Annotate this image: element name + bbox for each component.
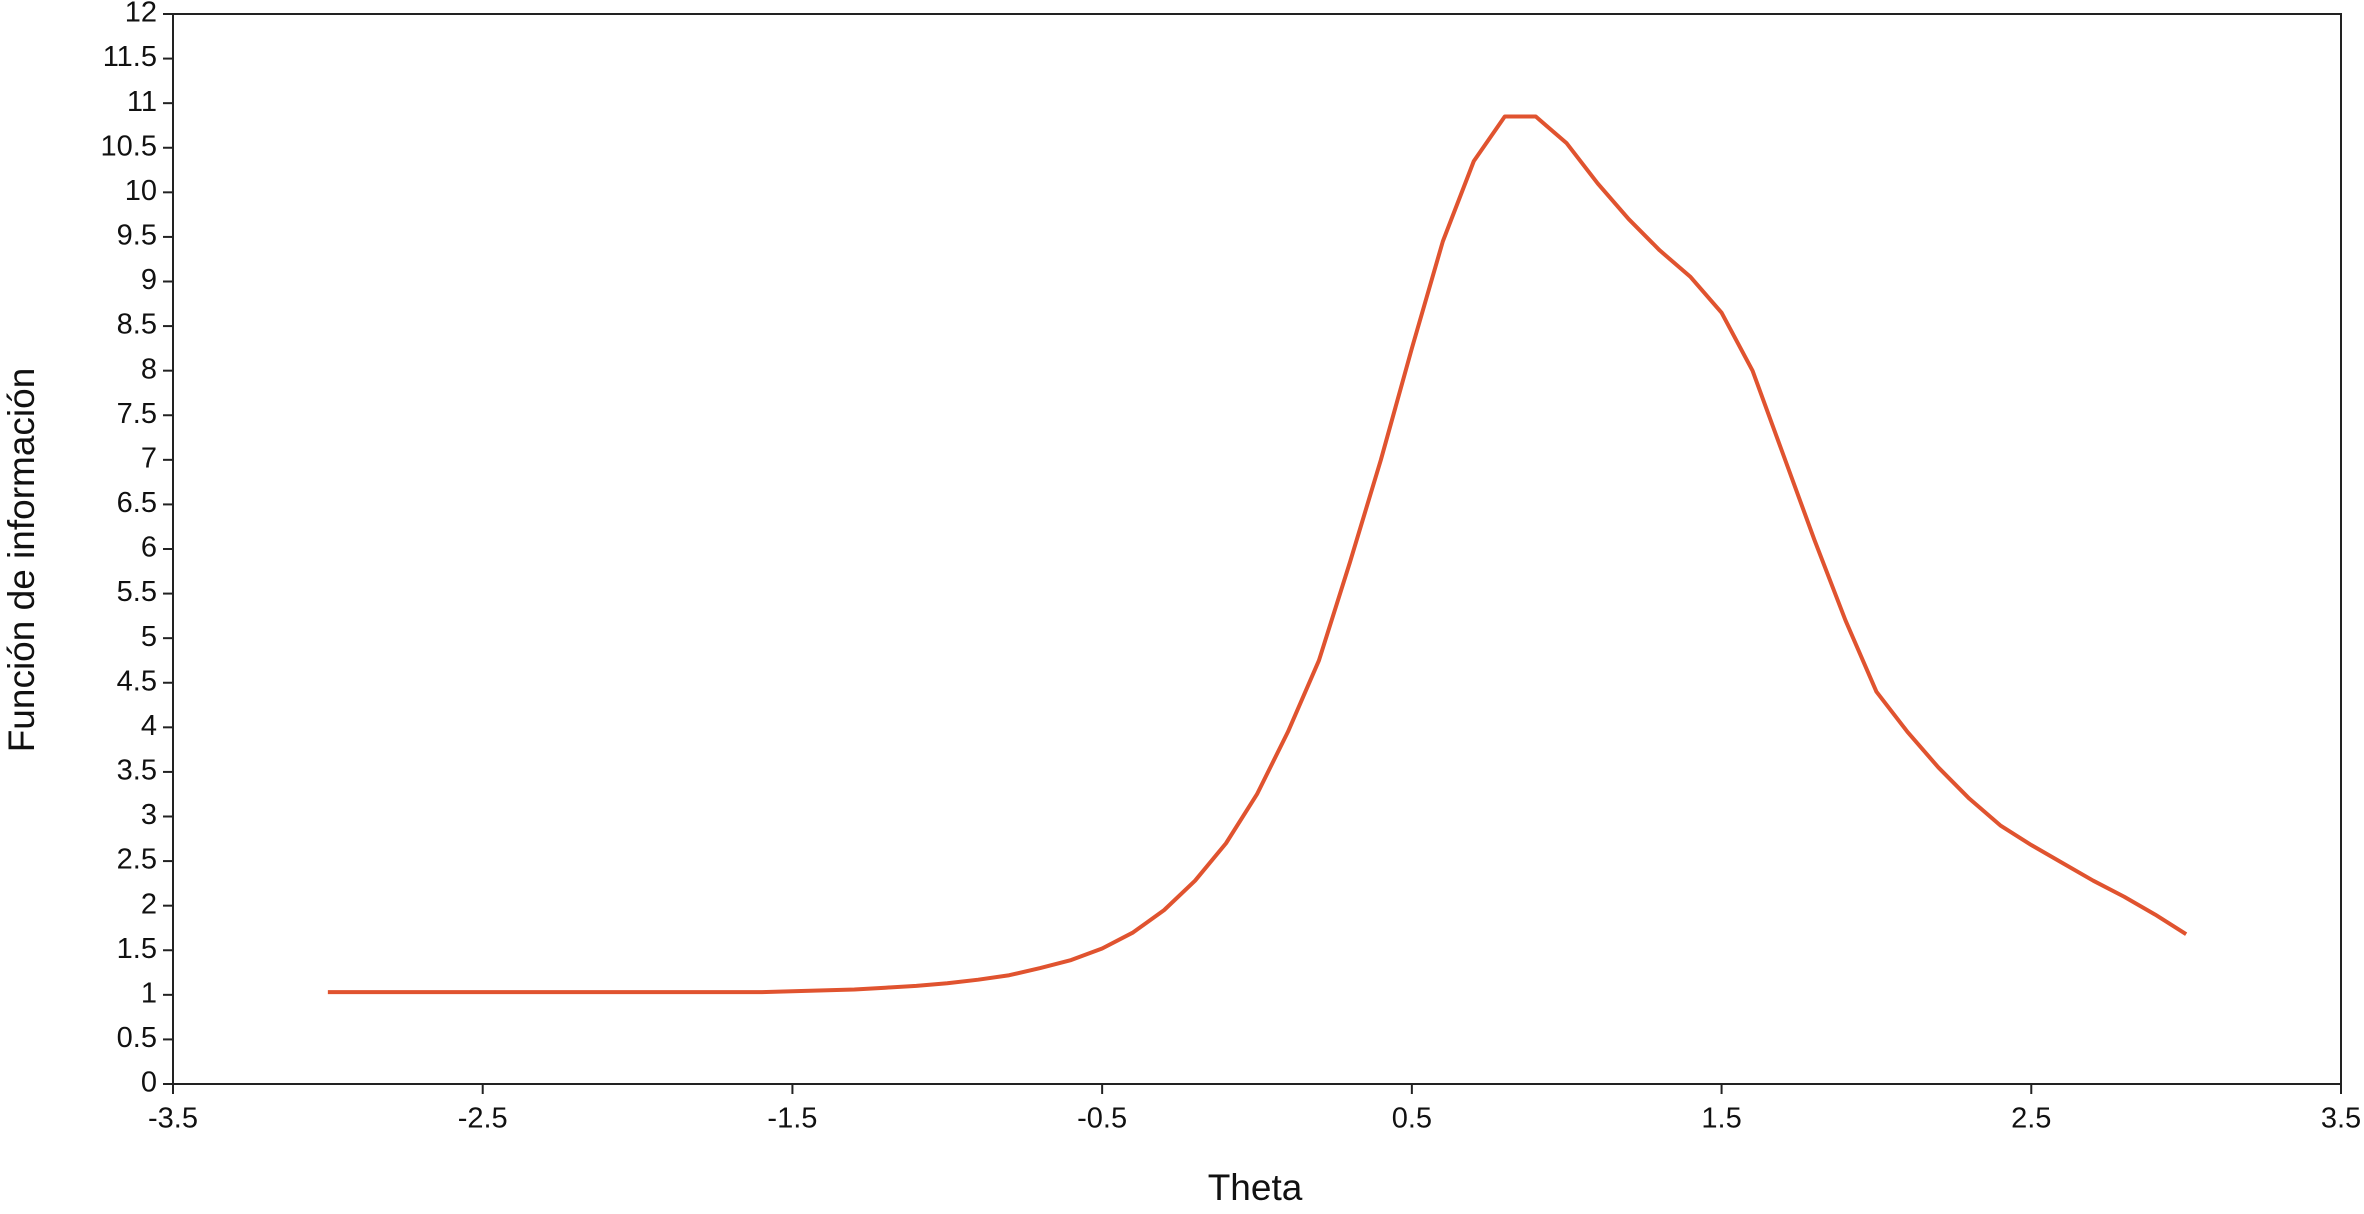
y-tick-label: 6 bbox=[141, 532, 157, 564]
y-tick-label: 9.5 bbox=[117, 220, 157, 252]
y-tick-label: 6.5 bbox=[117, 487, 157, 519]
y-tick-label: 10.5 bbox=[101, 130, 157, 162]
y-tick-label: 10 bbox=[125, 175, 157, 207]
x-tick-label: -2.5 bbox=[458, 1103, 508, 1135]
y-tick-label: 0.5 bbox=[117, 1022, 157, 1054]
y-axis-title: Función de información bbox=[1, 368, 42, 753]
y-tick-label: 7.5 bbox=[117, 398, 157, 430]
y-tick-label: 11 bbox=[127, 86, 157, 118]
y-tick-label: 12 bbox=[125, 0, 157, 29]
y-tick-label: 9 bbox=[141, 264, 157, 296]
y-tick-label: 11.5 bbox=[103, 41, 157, 73]
y-tick-label: 5.5 bbox=[117, 576, 157, 608]
y-tick-label: 8.5 bbox=[117, 309, 157, 341]
y-tick-label: 0 bbox=[141, 1067, 157, 1099]
y-tick-label: 3.5 bbox=[117, 755, 157, 787]
y-tick-label: 8 bbox=[141, 353, 157, 385]
x-tick-label: 2.5 bbox=[2011, 1103, 2051, 1135]
x-tick-label: -3.5 bbox=[148, 1103, 198, 1135]
x-tick-label: 1.5 bbox=[1701, 1103, 1741, 1135]
x-tick-label: 0.5 bbox=[1392, 1103, 1432, 1135]
y-tick-label: 5 bbox=[141, 621, 157, 653]
y-tick-label: 4.5 bbox=[117, 665, 157, 697]
x-tick-label: 3.5 bbox=[2321, 1103, 2361, 1135]
x-tick-label: -0.5 bbox=[1077, 1103, 1127, 1135]
y-tick-label: 1 bbox=[141, 977, 157, 1009]
y-tick-label: 3 bbox=[141, 799, 157, 831]
y-tick-label: 1.5 bbox=[117, 933, 157, 965]
y-tick-label: 2.5 bbox=[117, 844, 157, 876]
y-tick-label: 7 bbox=[141, 442, 157, 474]
y-tick-label: 4 bbox=[141, 710, 157, 742]
plot-frame bbox=[172, 13, 2342, 1085]
y-tick-label: 2 bbox=[141, 888, 157, 920]
x-axis-title: Theta bbox=[1208, 1167, 1303, 1208]
data-line bbox=[327, 114, 2188, 995]
x-tick-label: -1.5 bbox=[767, 1103, 817, 1135]
